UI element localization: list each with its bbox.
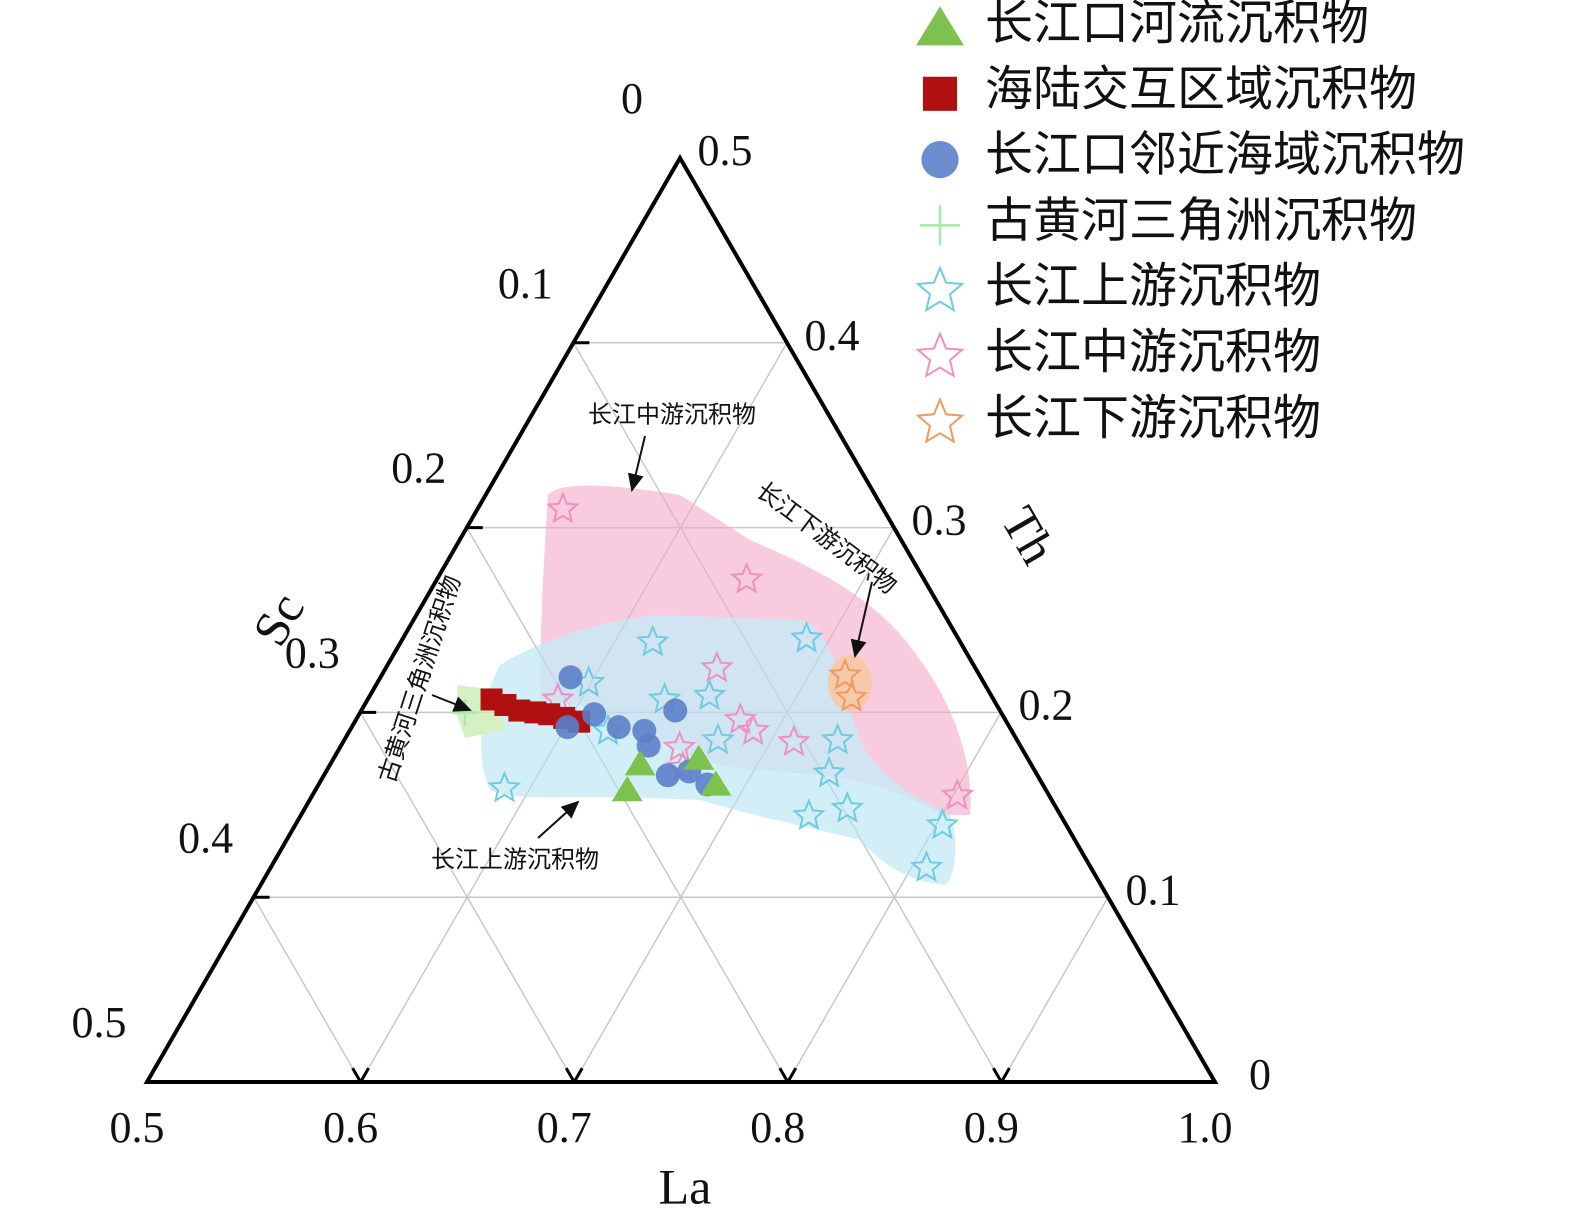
tick-label: 0.9 — [964, 1103, 1019, 1152]
marker-circle — [606, 715, 631, 740]
marker-star — [700, 650, 734, 683]
tick-mark — [145, 1067, 157, 1083]
tick-mark — [992, 1067, 1003, 1083]
marker-star — [662, 729, 697, 762]
tick-mark — [351, 1067, 362, 1083]
marker-triangle — [916, 6, 964, 46]
tick-label: 0.3 — [285, 628, 340, 677]
region-lower — [828, 655, 872, 711]
tick-label: 0.2 — [1019, 680, 1074, 729]
annotation: 长江中游沉积物 — [588, 402, 756, 429]
marker-star — [940, 778, 975, 810]
axis-title: Th — [991, 497, 1067, 573]
marker-triangle — [683, 744, 715, 770]
marker-star — [820, 722, 855, 755]
marker-star — [736, 713, 770, 746]
legend: 长江口河流沉积物海陆交互区域沉积物长江口邻近海域沉积物古黄河三角洲沉积物长江上游… — [915, 0, 1465, 445]
marker-star — [636, 624, 670, 657]
marker-circle — [655, 763, 680, 788]
tick-mark — [572, 1067, 584, 1083]
legend-label: 长江口河流沉积物 — [985, 0, 1369, 50]
annotation: 长江上游沉积物 — [431, 847, 599, 874]
marker-star — [925, 807, 960, 840]
tick-label: 0.6 — [323, 1103, 378, 1152]
legend-label: 古黄河三角洲沉积物 — [985, 194, 1417, 247]
tick-label: 0.4 — [178, 813, 233, 862]
marker-star — [834, 679, 869, 712]
tick-label: 0.3 — [912, 496, 967, 545]
tick-label: 0 — [621, 74, 643, 123]
marker-triangle — [624, 750, 656, 776]
points — [451, 491, 975, 882]
marker-star — [830, 790, 865, 823]
marker-circle — [582, 702, 607, 727]
marker-star — [915, 265, 965, 313]
marker-star — [915, 331, 965, 378]
marker-circle — [558, 665, 583, 690]
tick-label: 0.5 — [110, 1103, 165, 1152]
marker-star — [915, 396, 965, 444]
marker-circle — [921, 141, 959, 179]
arrow — [850, 581, 873, 658]
tick-label: 1.0 — [1178, 1103, 1233, 1152]
marker-star — [812, 755, 846, 788]
marker-square — [922, 76, 958, 111]
triangle-frame — [143, 154, 1219, 1084]
grid-line — [252, 896, 362, 1083]
marker-star — [546, 491, 580, 524]
arrow — [537, 800, 580, 839]
axis-title: La — [659, 1158, 712, 1214]
grid-line — [466, 527, 789, 1083]
marker-circle — [636, 733, 661, 758]
marker-plus — [919, 205, 961, 246]
marker-star — [701, 722, 735, 755]
marker-circle — [555, 715, 580, 740]
tick-label: 0.1 — [498, 259, 553, 308]
tick-mark — [1205, 1067, 1217, 1083]
marker-star — [909, 849, 944, 882]
grid-line — [1000, 896, 1109, 1083]
legend-label: 长江下游沉积物 — [985, 392, 1321, 445]
marker-triangle — [700, 770, 732, 796]
tick-label: 0.5 — [72, 998, 127, 1047]
tick-label: 0.4 — [805, 311, 860, 360]
tick-label: 0.5 — [698, 126, 753, 175]
tick-label: 0 — [1249, 1050, 1271, 1099]
marker-star — [828, 657, 862, 690]
marker-triangle — [611, 776, 643, 802]
legend-label: 海陆交互区域沉积物 — [985, 63, 1417, 116]
tick-label: 0.2 — [391, 444, 446, 493]
tick-mark — [1000, 1067, 1011, 1083]
legend-label: 长江中游沉积物 — [985, 326, 1321, 379]
tick-mark — [564, 1067, 576, 1083]
tick-label: 0.8 — [750, 1103, 805, 1152]
marker-star — [692, 678, 727, 711]
marker-star — [777, 724, 811, 757]
tick-mark — [778, 1067, 790, 1083]
tick-label: 0.1 — [1126, 865, 1181, 914]
marker-star — [792, 798, 826, 831]
arrow — [431, 694, 472, 712]
legend-label: 长江上游沉积物 — [985, 260, 1321, 313]
regions — [455, 485, 971, 885]
arrow — [627, 435, 646, 492]
marker-star — [789, 620, 824, 653]
legend-label: 长江口邻近海域沉积物 — [985, 129, 1465, 182]
tick-mark — [359, 1067, 370, 1083]
ticks: 0.5 0.6 0.7 0.8 0.9 1.0 0 0.1 0.2 0.3 0.4 0.5 0 0.1 0.… — [72, 74, 1272, 1152]
marker-star — [729, 561, 764, 594]
tick-label: 0.7 — [537, 1103, 592, 1152]
marker-star — [487, 770, 522, 803]
tick-mark — [786, 1067, 798, 1083]
marker-circle — [663, 698, 688, 723]
